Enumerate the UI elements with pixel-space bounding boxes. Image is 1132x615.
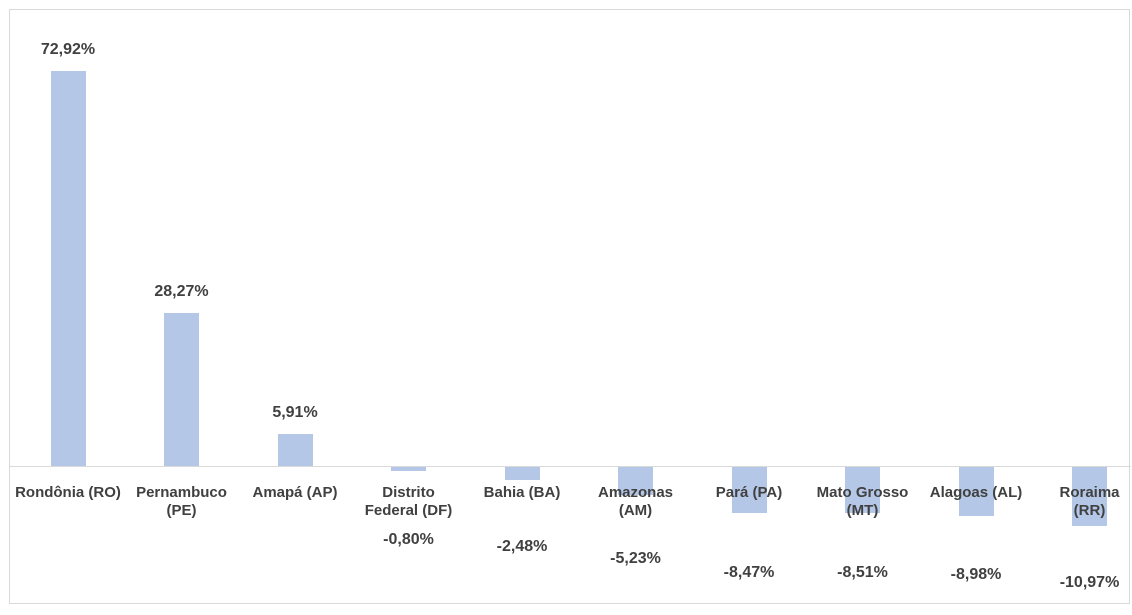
data-label: -10,97%: [1059, 574, 1120, 592]
data-label: -0,80%: [383, 531, 434, 549]
x-tick-label: Alagoas (AL): [929, 484, 1023, 501]
x-tick-label: Amazonas (AM): [597, 484, 674, 519]
bar: [958, 467, 994, 516]
chart: Rondônia (RO) 72,92% Pernambuco (PE) 28,27%…: [9, 9, 1131, 604]
x-tick-label: Bahia (BA): [483, 484, 561, 501]
bar: [164, 312, 199, 466]
bar: [731, 467, 767, 513]
data-label: -8,51%: [837, 563, 888, 581]
data-label: -5,23%: [610, 549, 661, 567]
x-tick-label: Distrito Federal (DF): [364, 484, 453, 519]
data-label: -2,48%: [496, 538, 548, 556]
x-tick-label: Mato Grosso (MT): [816, 484, 909, 519]
bar: [504, 467, 540, 481]
x-tick-label: Pará (PA): [715, 484, 783, 501]
data-label: 28,27%: [154, 282, 209, 300]
data-label: -8,47%: [723, 563, 775, 581]
zero-line: [10, 466, 1131, 467]
x-tick-label: Rondônia (RO): [15, 484, 121, 501]
bar: [391, 467, 426, 472]
bar: [50, 71, 86, 466]
bar: [277, 433, 313, 466]
data-label: 72,92%: [40, 41, 96, 58]
bar: [1072, 467, 1107, 527]
data-label: 5,91%: [272, 403, 318, 421]
bar: [845, 467, 880, 514]
x-tick-label: Amapá (AP): [252, 484, 338, 501]
bar: [618, 467, 653, 496]
data-label: -8,98%: [950, 565, 1002, 583]
x-tick-label: Roraima (RR): [1059, 484, 1120, 519]
x-tick-label: Pernambuco (PE): [136, 484, 227, 519]
